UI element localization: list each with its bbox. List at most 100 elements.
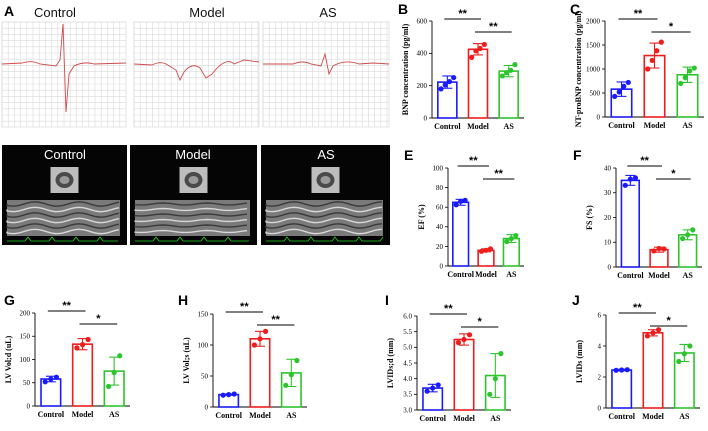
x-tick-label: Control [215, 411, 242, 420]
chart-e: EEF (%)020406080100Control Model AS**** [404, 147, 524, 279]
data-point [221, 393, 226, 398]
significance-marker: * [669, 21, 674, 33]
significance-marker: ** [469, 155, 478, 167]
y-axis-label: LV Vol;s (uL) [182, 337, 191, 384]
x-tick-label: AS [506, 270, 517, 279]
x-tick-label: AS [504, 122, 515, 131]
data-point [86, 337, 91, 342]
significance-marker: ** [634, 8, 643, 20]
y-axis-label: FS (%) [585, 205, 594, 230]
y-tick-label: 0 [598, 404, 602, 412]
y-tick-label: 20 [604, 214, 612, 222]
y-tick-label: 6.0 [403, 312, 412, 320]
data-point [650, 330, 655, 335]
y-tick-label: 6 [598, 311, 602, 319]
y-tick-label: 0 [440, 262, 444, 270]
y-axis-label: NT-proBNP concentration (pg/ml) [574, 10, 583, 127]
y-axis-label: EF (%) [417, 204, 426, 230]
data-point [48, 376, 53, 381]
data-point [685, 232, 690, 237]
significance-marker: ** [633, 302, 642, 314]
y-tick-label: 50 [201, 372, 209, 380]
significance-marker: * [667, 315, 672, 327]
data-point [617, 89, 622, 94]
data-point [430, 385, 435, 390]
x-tick-label: Control [447, 270, 474, 279]
significance-marker: ** [489, 21, 498, 33]
x-tick-label: Control [608, 121, 635, 130]
y-axis-label: LVIDs (mm) [575, 340, 584, 383]
data-point [463, 198, 468, 203]
data-point [479, 249, 484, 254]
echo-title-as: AS [317, 147, 335, 162]
bar-model [643, 333, 662, 408]
bar-model [454, 340, 473, 411]
y-axis-label: LV Vol;d (uL) [4, 335, 13, 383]
data-point [467, 332, 472, 337]
data-point [623, 183, 628, 188]
x-tick-label: AS [490, 414, 501, 423]
data-point [451, 75, 456, 80]
data-point [232, 391, 237, 396]
significance-marker: ** [240, 301, 249, 313]
y-tick-label: 4.0 [403, 375, 412, 383]
significance-marker: ** [640, 155, 649, 167]
y-tick-label: 1500 [586, 41, 601, 49]
y-tick-label: 500 [590, 89, 601, 97]
y-tick-label: 3.5 [403, 391, 412, 399]
data-point [461, 337, 466, 342]
data-point [612, 94, 617, 99]
data-point [283, 383, 288, 388]
panel-label: F [573, 147, 582, 163]
x-tick-label: Model [475, 270, 498, 279]
data-point [656, 327, 661, 332]
y-tick-label: 3.0 [403, 406, 412, 414]
y-tick-label: 60 [436, 204, 444, 212]
x-tick-label: Model [642, 412, 665, 421]
data-point [456, 340, 461, 345]
bar-model [73, 344, 93, 406]
bar-model [250, 339, 269, 407]
panel-a-label: A [4, 3, 14, 19]
x-tick-label: AS [286, 411, 297, 420]
data-point [447, 79, 452, 84]
y-tick-label: 0 [608, 263, 612, 271]
data-point [659, 40, 664, 45]
data-point [687, 68, 692, 73]
y-tick-label: 400 [417, 50, 428, 58]
data-point [654, 48, 659, 53]
y-tick-label: 30 [604, 189, 612, 197]
y-tick-label: 5.0 [403, 344, 412, 352]
ecg-box-0 [2, 22, 126, 127]
chart-b: B BNP concentration (pg/ml) 0 200 400 600 Cont… [398, 1, 524, 131]
panel-label: E [404, 147, 413, 163]
panel-a: A Control Model AS [2, 3, 389, 127]
y-tick-label: 50 [23, 379, 31, 387]
significance-marker: ** [62, 300, 71, 312]
echo-title-model: Model [175, 147, 211, 162]
panel-label: H [178, 292, 188, 308]
x-tick-label: Control [608, 412, 635, 421]
panel-d: D Control Model AS [2, 145, 390, 245]
data-point [682, 351, 687, 356]
echo-title-control: Control [44, 147, 86, 162]
data-point [512, 62, 517, 67]
data-point [483, 248, 488, 253]
x-tick-label: Model [648, 271, 671, 280]
data-point [645, 333, 650, 338]
y-tick-label: 2000 [586, 17, 601, 25]
data-point [482, 42, 487, 47]
x-tick-label: AS [679, 412, 690, 421]
chart-g: GLV Vol;d (uL)050100150200Control Model AS… [4, 292, 130, 419]
x-tick-label: Model [72, 410, 95, 419]
ecg-box-2 [263, 22, 389, 127]
y-tick-label: 0 [27, 402, 31, 410]
y-axis-label: LVIDs;d (mm) [386, 338, 395, 388]
panel-label: J [572, 292, 580, 308]
data-point [500, 73, 505, 78]
x-tick-label: Model [467, 122, 490, 131]
bar-control [621, 180, 639, 267]
data-point [289, 372, 294, 377]
